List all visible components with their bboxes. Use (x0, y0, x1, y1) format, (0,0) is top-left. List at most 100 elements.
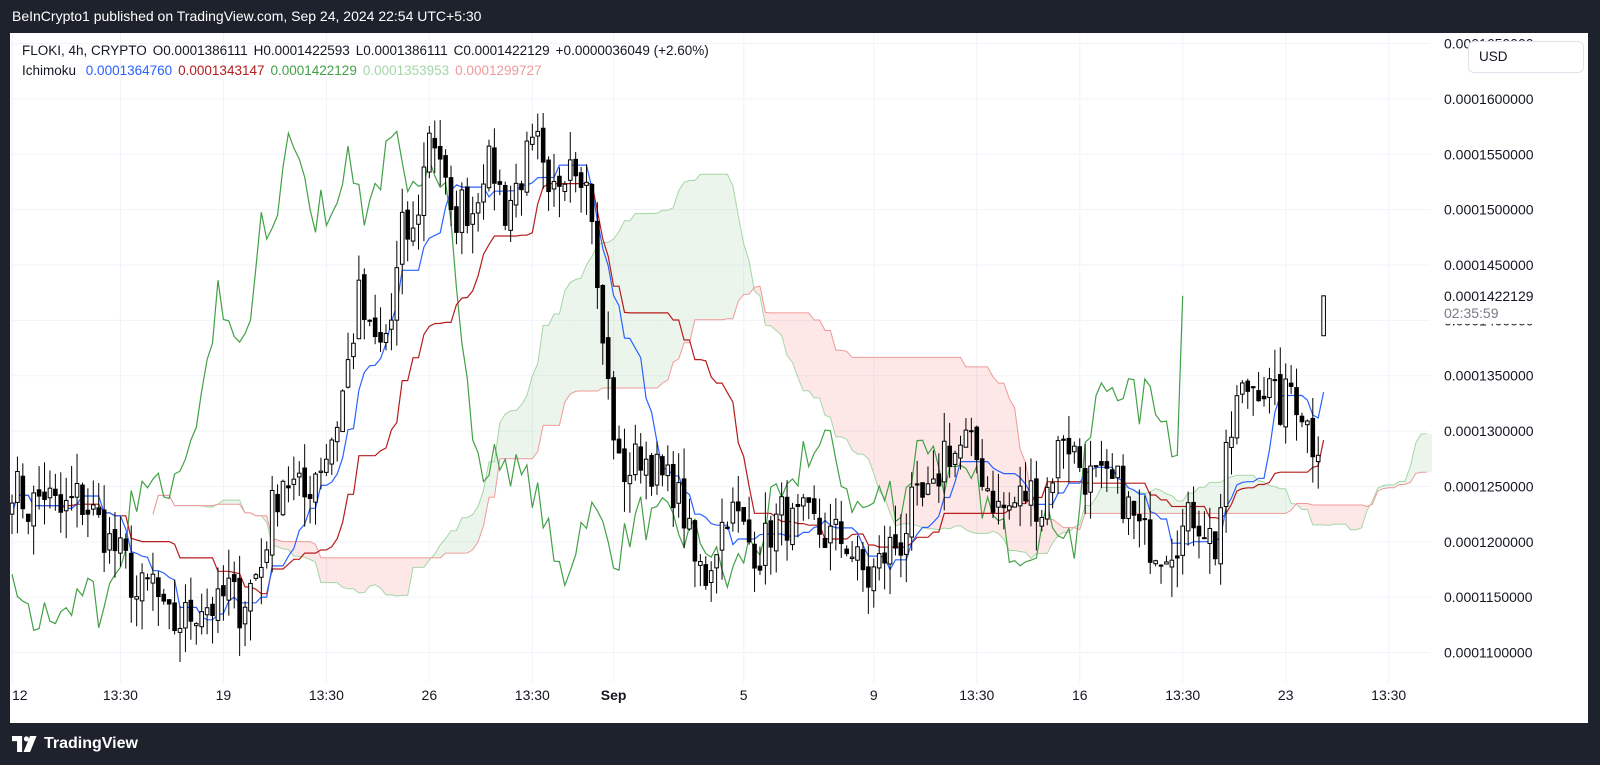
ohlc-row: FLOKI, 4h, CRYPTO O0.0001386111 H0.0001422… (22, 41, 715, 61)
candle-body (551, 180, 557, 190)
low-value: L0.0001386111 (355, 43, 448, 58)
candle-body (318, 470, 324, 473)
candle (15, 456, 20, 534)
cloud-segment (1041, 519, 1048, 554)
cloud-segment (283, 541, 289, 550)
cloud-segment (906, 357, 912, 524)
candle-body (735, 501, 741, 512)
candle-body (139, 572, 145, 602)
candle-body (1310, 417, 1316, 458)
candle-body (372, 317, 378, 338)
candle-body (253, 574, 259, 579)
candle-body (286, 485, 291, 489)
candle-body (437, 146, 443, 160)
price-tick-label: 0.0001450000 (1444, 257, 1534, 273)
cloud-segment (570, 279, 576, 395)
candle-body (1207, 528, 1213, 544)
candle (990, 470, 996, 519)
candle (1012, 496, 1018, 508)
candle (123, 533, 129, 569)
candle (876, 535, 882, 581)
candle (1034, 460, 1039, 551)
candle (1185, 491, 1191, 546)
candle (421, 142, 427, 242)
candle-body (746, 519, 752, 543)
candle (20, 463, 26, 519)
candle (833, 498, 839, 551)
chart-panel[interactable]: 0.0001100000 0.0001150000 0.0001200000 0.00… (10, 33, 1588, 723)
tradingview-logo[interactable]: TradingView (12, 732, 138, 756)
candle (914, 460, 920, 506)
candle-body (204, 607, 210, 616)
candle-body (806, 497, 812, 503)
candle-body (979, 458, 985, 487)
time-axis[interactable]: 12 13:30 19 13:30 26 13:30 Sep 5 9 13:30 16 13:30 23… (12, 687, 1406, 703)
candle (464, 177, 470, 234)
candle-body (1104, 461, 1110, 469)
cloud-segment (1274, 486, 1281, 514)
kijun-value: 0.0001343147 (178, 63, 265, 78)
candle (25, 513, 31, 535)
cloud-segment (656, 210, 663, 388)
candle-body (231, 574, 237, 583)
candle-body (649, 454, 654, 487)
cloud-segment (694, 174, 701, 320)
candle-body (833, 518, 839, 525)
candle-body (763, 522, 768, 566)
cloud-segment (234, 500, 240, 505)
price-axis[interactable]: 0.0001100000 0.0001150000 0.0001200000 0.00… (1438, 36, 1586, 661)
cloud-segment (1388, 484, 1395, 488)
candle (763, 492, 768, 585)
candle (822, 512, 828, 549)
candle-body (817, 517, 822, 535)
cloud-segment (1415, 434, 1422, 474)
candle-body (1023, 490, 1028, 502)
cloud-segment (1030, 492, 1037, 559)
candle (1158, 564, 1164, 584)
candle (1196, 510, 1202, 559)
candle-body (20, 475, 26, 510)
candle (969, 417, 974, 457)
cloud-segment (852, 357, 858, 455)
candle (1256, 371, 1261, 402)
candle-body (1082, 467, 1088, 495)
currency-selector[interactable]: USD (1468, 41, 1584, 73)
candle (828, 503, 833, 571)
cloud-segment (1334, 504, 1340, 525)
cloud-segment (1101, 487, 1107, 514)
candle-body (790, 507, 795, 546)
candle-body (1153, 560, 1158, 565)
candle (638, 433, 644, 484)
cloud-segment (716, 174, 723, 320)
candle (855, 535, 860, 581)
cloud-segment (1177, 500, 1183, 514)
candle (166, 599, 172, 630)
span-a-value: 0.0001353953 (362, 63, 450, 78)
candle-body (1212, 531, 1218, 560)
cloud-segment (586, 256, 592, 392)
cloud-segment (624, 220, 630, 388)
time-tick-label: 16 (1072, 687, 1088, 703)
candle-body (166, 599, 172, 605)
candle-body (524, 140, 530, 193)
tenkan-value: 0.0001364760 (85, 63, 173, 78)
candle-body (275, 493, 280, 513)
candle (958, 435, 963, 470)
candle (486, 139, 492, 192)
publish-text: BeInCrypto1 published on TradingView.com… (12, 8, 482, 24)
candle-body (730, 501, 736, 524)
candle-body (1321, 295, 1326, 337)
candle-body (101, 509, 107, 553)
candle-body (448, 177, 454, 211)
indicator-name[interactable]: Ichimoku (22, 63, 77, 78)
price-chart[interactable]: 0.0001100000 0.0001150000 0.0001200000 0.00… (10, 33, 1588, 723)
indicator-row: Ichimoku 0.0001364760 0.0001343147 0.00014… (22, 61, 715, 81)
symbol-label[interactable]: FLOKI, 4h, CRYPTO (22, 43, 147, 58)
time-tick-label: 9 (870, 687, 878, 703)
cloud-segment (1215, 482, 1221, 514)
cloud-segment (391, 557, 397, 597)
cloud-segment (808, 312, 815, 398)
candle (779, 482, 784, 546)
cloud-segment (1258, 480, 1265, 514)
candlestick-series (10, 112, 1326, 663)
